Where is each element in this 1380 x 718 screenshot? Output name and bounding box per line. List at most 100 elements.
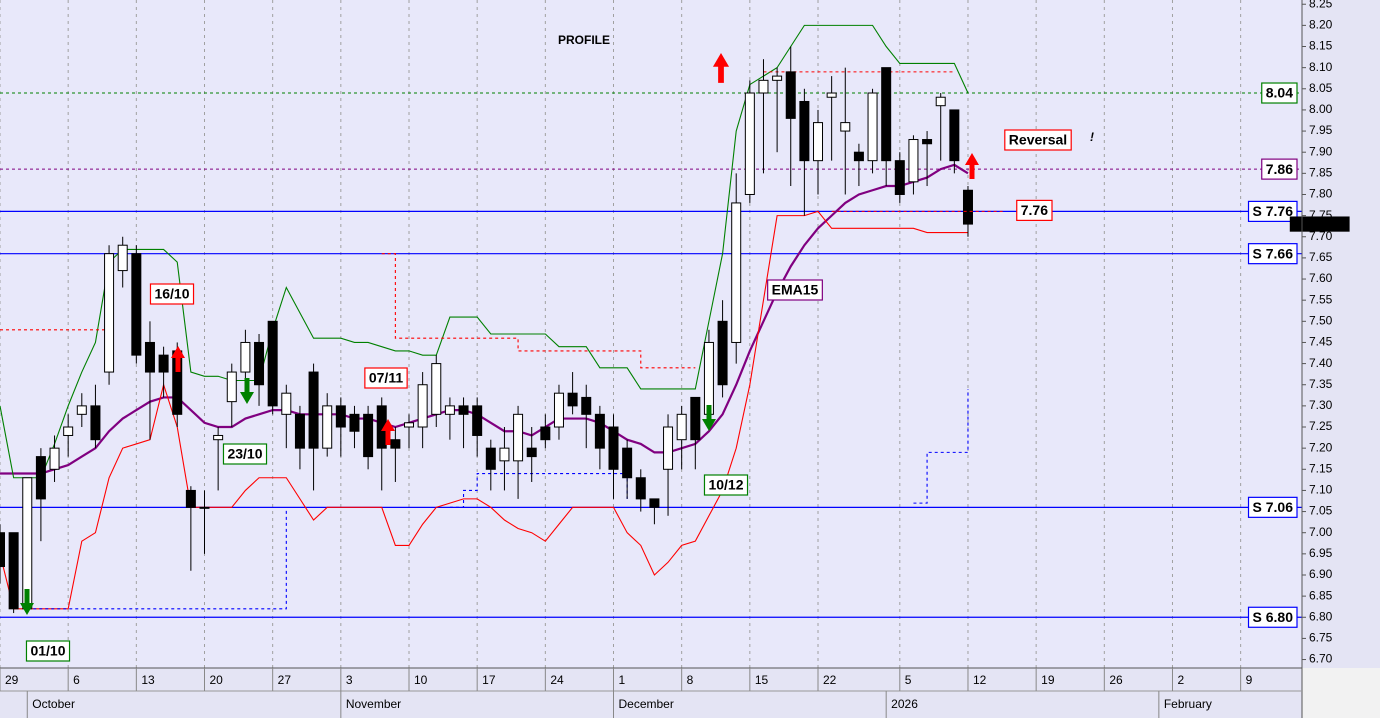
stop-label-text: 7.76 [1021, 202, 1048, 218]
signal-label: 01/10 [25, 640, 71, 662]
x-tick-label: 24 [550, 673, 564, 687]
y-tick-label: 6.90 [1309, 567, 1333, 581]
y-tick-label: 8.25 [1309, 0, 1333, 10]
candle-body [144, 341, 155, 373]
candle-body [158, 354, 169, 373]
candle-body [553, 392, 564, 428]
y-tick-label: 6.85 [1309, 588, 1333, 602]
candle-body [404, 422, 415, 428]
level-label-box [1247, 606, 1298, 628]
y-tick-label: 6.95 [1309, 546, 1333, 560]
x-tick-label: 5 [905, 673, 912, 687]
x-tick-label: 17 [482, 673, 496, 687]
stop-label-box [1016, 199, 1053, 221]
candle-body [622, 447, 633, 479]
y-tick-label: 7.05 [1309, 504, 1333, 518]
candle-body [35, 456, 46, 500]
y-tick-label: 8.05 [1309, 81, 1333, 95]
reversal-label: Reversal [1004, 129, 1072, 151]
ema-label: EMA15 [767, 279, 823, 301]
y-tick-label: 6.70 [1309, 652, 1333, 666]
candle-body [567, 392, 578, 407]
candle-body [431, 363, 442, 415]
candle-body [867, 92, 878, 162]
candle-body [185, 489, 196, 508]
ema-label-text: EMA15 [772, 282, 819, 298]
candle-body [881, 67, 892, 162]
candle-body [922, 139, 933, 145]
candle-body [254, 341, 265, 386]
x-tick-label: 29 [5, 673, 19, 687]
signal-label-text: 23/10 [227, 446, 262, 462]
x-tick-label: 13 [141, 673, 155, 687]
candle-body [690, 396, 701, 441]
candle-body [962, 189, 973, 225]
candle-body [485, 447, 496, 470]
corner [1302, 668, 1380, 718]
month-label: December [619, 697, 674, 711]
candle-body [335, 405, 346, 428]
level-label-box [1247, 496, 1298, 518]
signal-label-box [364, 367, 408, 389]
y-tick-label: 7.45 [1309, 335, 1333, 349]
candle-body [472, 405, 483, 436]
candle-body [0, 532, 5, 568]
level-label-box [1247, 243, 1298, 265]
x-tick-label: 26 [1109, 673, 1123, 687]
level-label: 7.86 [1261, 158, 1298, 180]
candle-body [458, 405, 469, 415]
candle-body [799, 100, 810, 162]
level-label-text: S 7.76 [1253, 203, 1294, 219]
candle-body [813, 122, 824, 162]
y-tick-label: 7.15 [1309, 461, 1333, 475]
y-tick-label: 7.95 [1309, 123, 1333, 137]
band-line [0, 24, 969, 479]
candle-body [322, 405, 333, 449]
x-tick-label: 8 [687, 673, 694, 687]
y-tick-label: 8.00 [1309, 102, 1333, 116]
candle-body [199, 506, 210, 509]
candle-body [390, 439, 401, 449]
x-tick-label: 1 [619, 673, 626, 687]
reversal-label-text: Reversal [1009, 132, 1067, 148]
level-label-text: S 7.66 [1253, 245, 1294, 261]
signal-label: 16/10 [149, 283, 195, 305]
signal-label-box [25, 640, 71, 662]
x-tick-label: 6 [73, 673, 80, 687]
signal-arrow [171, 346, 185, 372]
y-tick-label: 7.30 [1309, 398, 1333, 412]
candle-body [935, 96, 946, 107]
candle-body [513, 413, 524, 462]
y-tick-label: 7.55 [1309, 292, 1333, 306]
ema-line [0, 163, 969, 475]
candle-body [131, 253, 142, 356]
y-tick-label: 7.50 [1309, 313, 1333, 327]
candle-body [676, 413, 687, 441]
signal-label-text: 16/10 [154, 286, 189, 302]
signal-label-box [222, 443, 268, 465]
candle-body [594, 413, 605, 449]
y-tick-label: 7.60 [1309, 271, 1333, 285]
candle-body [772, 75, 783, 81]
candle-body [717, 320, 728, 386]
month-label: October [32, 697, 75, 711]
level-label-box [1261, 82, 1298, 104]
x-tick-label: 20 [210, 673, 224, 687]
last-price-text: 7.73000 [1294, 216, 1345, 232]
candle-body [540, 426, 551, 441]
y-tick-label: 8.20 [1309, 18, 1333, 32]
candle-body [949, 109, 960, 162]
y-tick-label: 8.15 [1309, 39, 1333, 53]
y-tick-label: 7.65 [1309, 250, 1333, 264]
month-label: November [346, 697, 401, 711]
signal-arrow [381, 419, 395, 445]
candle-body [349, 413, 360, 432]
y-tick-label: 7.40 [1309, 356, 1333, 370]
y-tick-label: 7.00 [1309, 525, 1333, 539]
level-label: S 7.06 [1247, 496, 1298, 518]
candle-body [731, 202, 742, 343]
candle-body [294, 413, 305, 449]
last-price: 7.73000 [1289, 216, 1350, 232]
y-tick-label: 7.75 [1309, 208, 1333, 222]
